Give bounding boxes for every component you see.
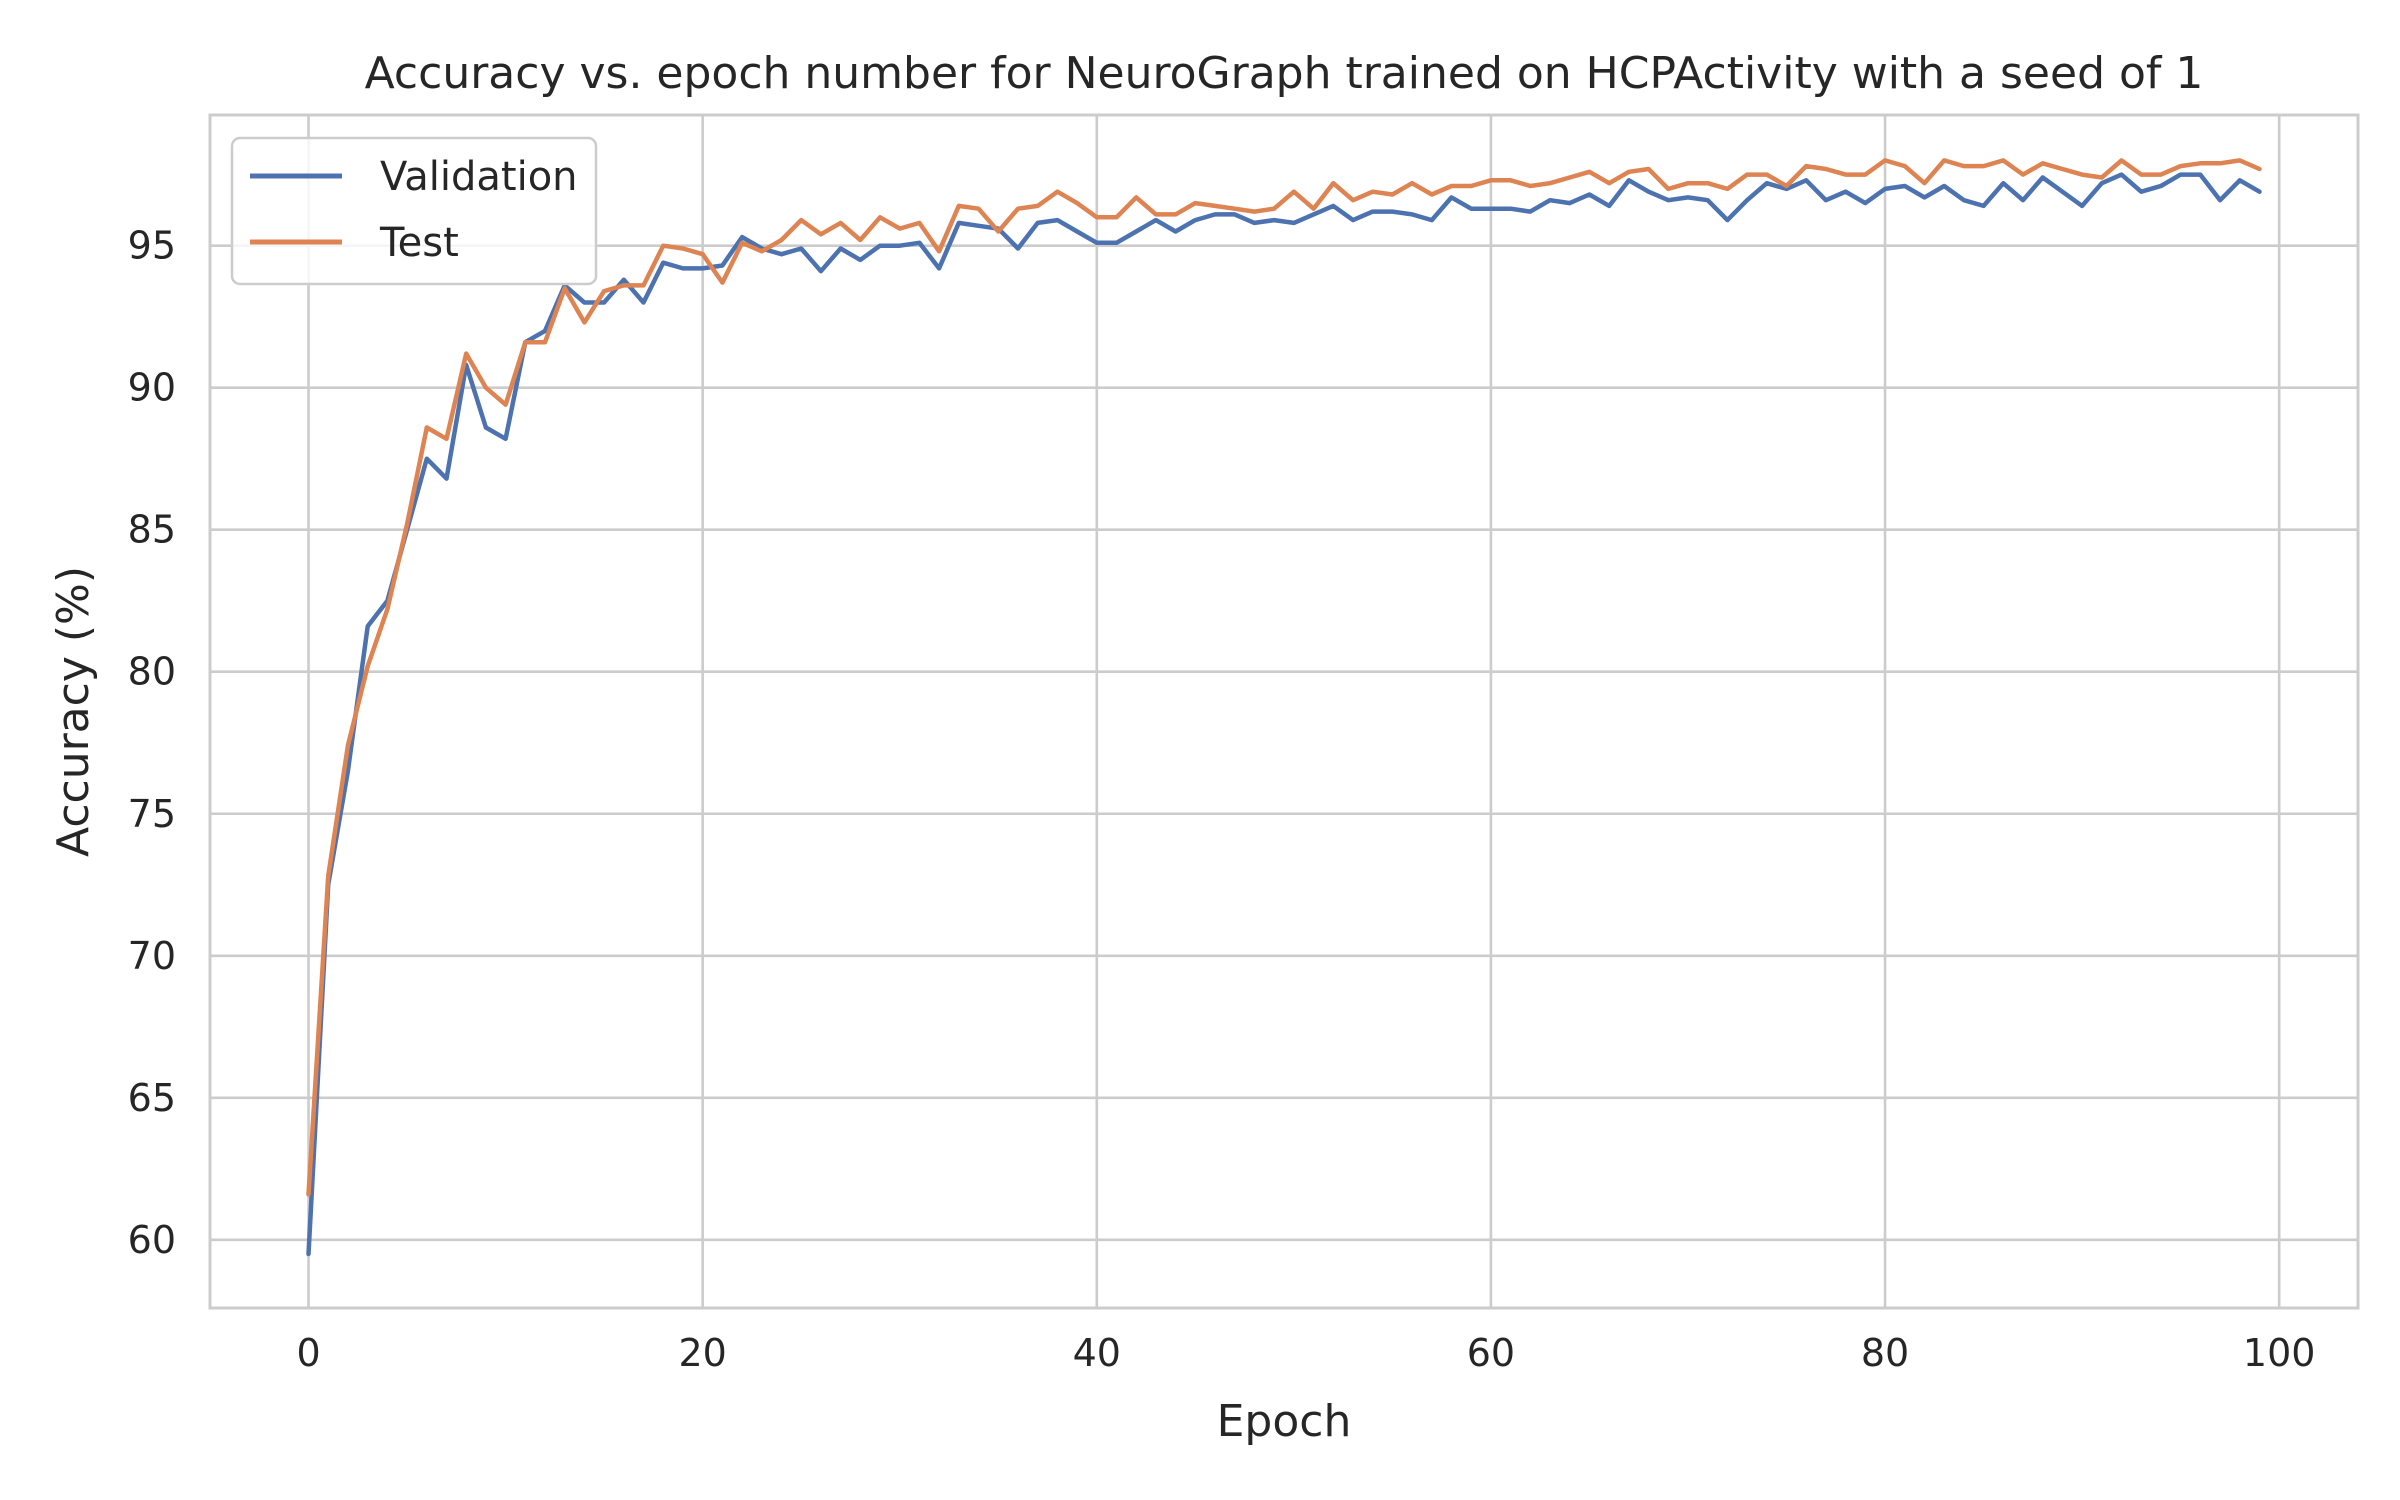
legend: Validation Test	[230, 136, 598, 286]
y-tick-label: 75	[128, 792, 176, 836]
x-tick-labels: 0 20 40 60 80 100	[296, 1331, 2315, 1375]
x-tick-label: 0	[296, 1331, 320, 1375]
chart-title: Accuracy vs. epoch number for NeuroGraph…	[365, 48, 2204, 99]
x-tick-label: 40	[1073, 1331, 1121, 1375]
plot-frame	[208, 113, 2360, 1310]
y-tick-label: 85	[128, 508, 176, 552]
x-axis-title: Epoch	[1217, 1396, 1352, 1447]
y-tick-label: 70	[128, 934, 176, 978]
x-tick-label: 60	[1467, 1331, 1515, 1375]
x-gridlines	[307, 115, 2281, 1308]
series-line-test	[306, 158, 2262, 1197]
x-tick-label: 20	[678, 1331, 726, 1375]
series-line-validation	[306, 172, 2262, 1257]
y-gridlines	[210, 244, 2358, 1242]
y-axis-title: Accuracy (%)	[48, 566, 99, 857]
series-lines	[306, 158, 2262, 1257]
y-tick-label: 65	[128, 1076, 176, 1120]
y-tick-label: 80	[128, 650, 176, 694]
y-tick-label: 95	[128, 224, 176, 268]
legend-label-test: Test	[379, 220, 459, 266]
y-tick-label: 90	[128, 366, 176, 410]
x-tick-label: 100	[2243, 1331, 2316, 1375]
y-tick-labels: 60 65 70 75 80 85 90 95	[128, 224, 176, 1262]
legend-label-validation: Validation	[380, 154, 578, 200]
y-tick-label: 60	[128, 1218, 176, 1262]
x-tick-label: 80	[1861, 1331, 1909, 1375]
